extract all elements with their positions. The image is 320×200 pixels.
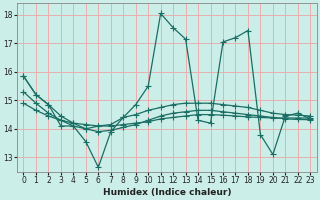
X-axis label: Humidex (Indice chaleur): Humidex (Indice chaleur) bbox=[103, 188, 231, 197]
